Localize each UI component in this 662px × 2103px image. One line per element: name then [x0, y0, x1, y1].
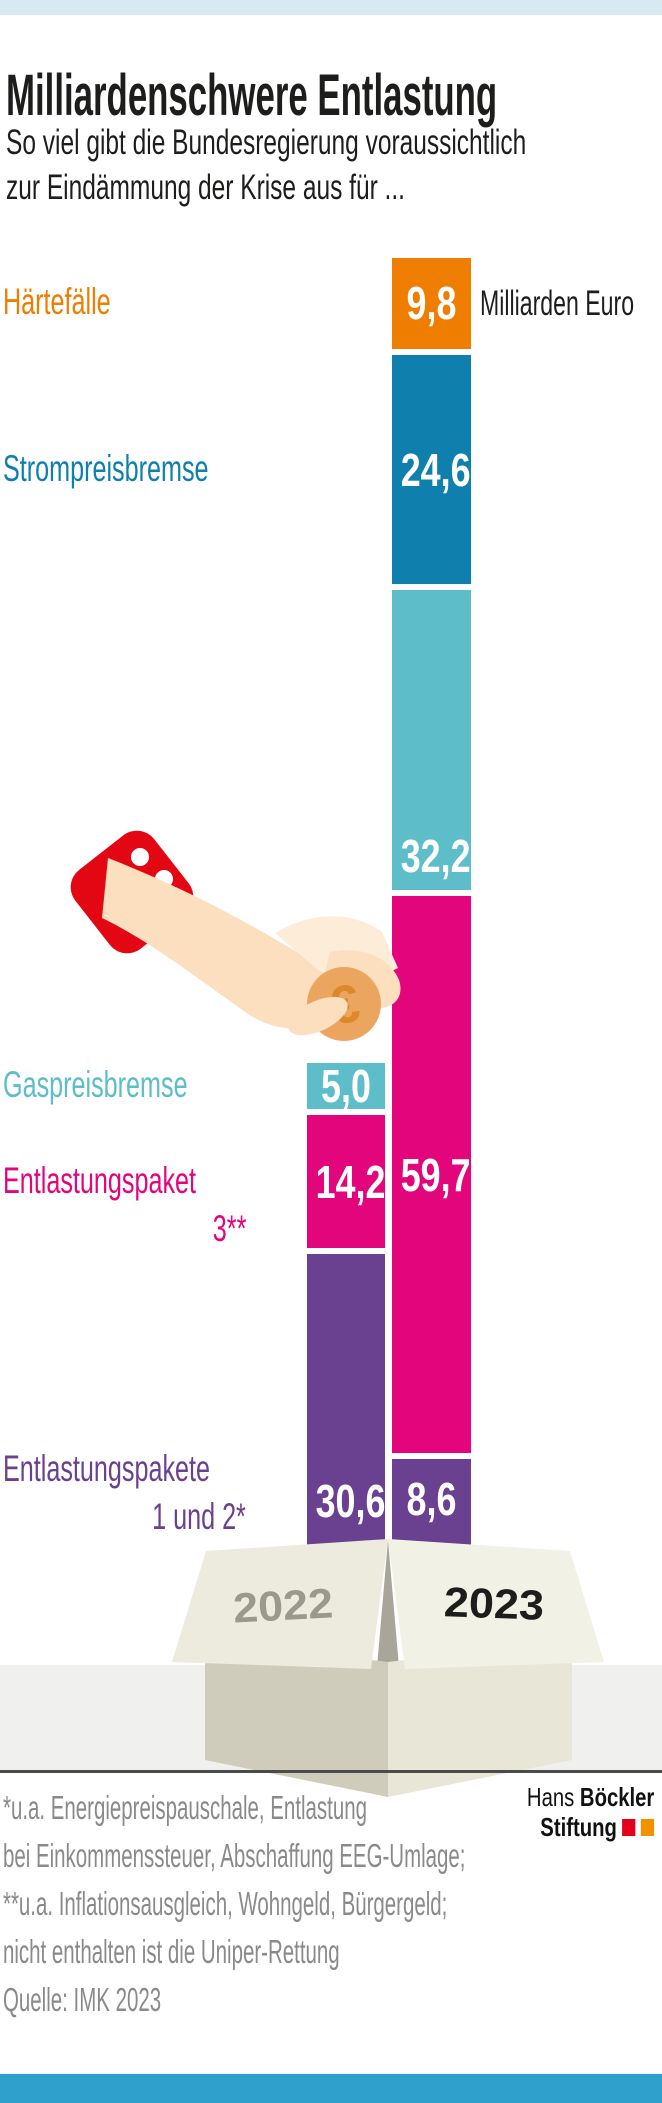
footnote-line: bei Einkommenssteuer, Abschaffung EEG-Um…: [3, 1837, 466, 1874]
logo-hans: Hans: [526, 1782, 574, 1812]
label-entlastungspakete12-line2: 1 und 2*: [152, 1496, 246, 1537]
label-entlastungspaket3-line1: Entlastungspaket: [3, 1160, 197, 1201]
hand-inserting-coin-illustration: €: [70, 830, 401, 1041]
subtitle-line-2: zur Eindämmung der Krise aus für ...: [6, 168, 405, 207]
box-year-2023: 2023: [443, 1578, 545, 1628]
logo-stiftung: Stiftung: [539, 1812, 617, 1842]
box-inner-shape: [377, 1540, 399, 1667]
bar-value-entlastungspaket3-2023: 59,7: [400, 1148, 471, 1201]
bar-entlastungspakete12-2022: [307, 1253, 385, 1549]
bar-value-strompreisbremse-2023: 24,6: [400, 443, 471, 496]
logo-stiftung-line: Stiftung: [527, 1812, 654, 1842]
label-strompreisbremse: Strompreisbremse: [3, 448, 209, 489]
top-strip: [0, 0, 662, 15]
subtitle-line-1: So viel gibt die Bundesregierung vorauss…: [6, 123, 527, 162]
bar-value-entlastungspaket3-2022: 14,2: [315, 1155, 386, 1208]
label-gaspreisbremse: Gaspreisbremse: [3, 1064, 188, 1105]
hand-shape: [102, 858, 352, 1029]
logo-boeckler: Böckler: [579, 1782, 654, 1812]
box-body-left-shape: [205, 1640, 388, 1797]
footnote-line: nicht enthalten ist die Uniper-Rettung: [3, 1933, 340, 1970]
label-entlastungspakete12-line1: Entlastungspakete: [3, 1448, 211, 1489]
bar-value-entlastungspakete12-2023: 8,6: [406, 1472, 457, 1525]
bar-value-gaspreisbremse-2022: 5,0: [321, 1060, 371, 1113]
logo-name-line: Hans Böckler: [527, 1782, 654, 1812]
thumb-shape: [288, 996, 348, 1036]
cardboard-box: 2022 2023: [172, 1539, 604, 1797]
bar-value-gaspreisbremse-2023: 32,2: [400, 830, 471, 883]
page-title: Milliardenschwere Entlastung: [6, 63, 498, 128]
footnote-line: *u.a. Energiepreispauschale, Entlastung: [3, 1789, 367, 1826]
label-entlastungspaket3-line2: 3**: [212, 1208, 246, 1249]
label-haertefaelle: Härtefälle: [3, 281, 111, 322]
bar-haertefaelle-2023: [392, 257, 471, 350]
bar-strompreisbremse-2023: [392, 355, 471, 585]
unit-label: Milliarden Euro: [480, 284, 635, 323]
bar-entlastungspakete12-2023: [392, 1458, 471, 1549]
box-flap-right-shape: [388, 1539, 604, 1669]
footnote-line: Quelle: IMK 2023: [3, 1981, 162, 2018]
bottom-bar: [0, 2074, 662, 2103]
divider-line: [0, 1770, 662, 1773]
box-year-2022: 2022: [232, 1579, 334, 1631]
box-body-right-shape: [388, 1640, 572, 1797]
bar-value-haertefaelle-2023: 9,8: [406, 277, 457, 330]
bar-value-entlastungspakete12-2022: 30,6: [315, 1475, 386, 1527]
bar-entlastungspaket3-2023: [392, 896, 471, 1453]
footnotes: *u.a. Energiepreispauschale, Entlastung …: [3, 1784, 465, 2024]
bar-entlastungspaket3-2022: [307, 1115, 385, 1248]
bar-gaspreisbremse-2022: [307, 1062, 385, 1110]
bar-gaspreisbremse-2023: [392, 590, 471, 891]
logo-red-square-icon: [622, 1818, 636, 1836]
footnote-line: **u.a. Inflationsausgleich, Wohngeld, Bü…: [3, 1885, 448, 1922]
sleeve-button-icon: [131, 848, 149, 866]
box-flap-left-shape: [172, 1539, 388, 1669]
logo-orange-square-icon: [640, 1818, 654, 1836]
hans-boeckler-stiftung-logo: Hans Böckler Stiftung: [527, 1782, 654, 1842]
